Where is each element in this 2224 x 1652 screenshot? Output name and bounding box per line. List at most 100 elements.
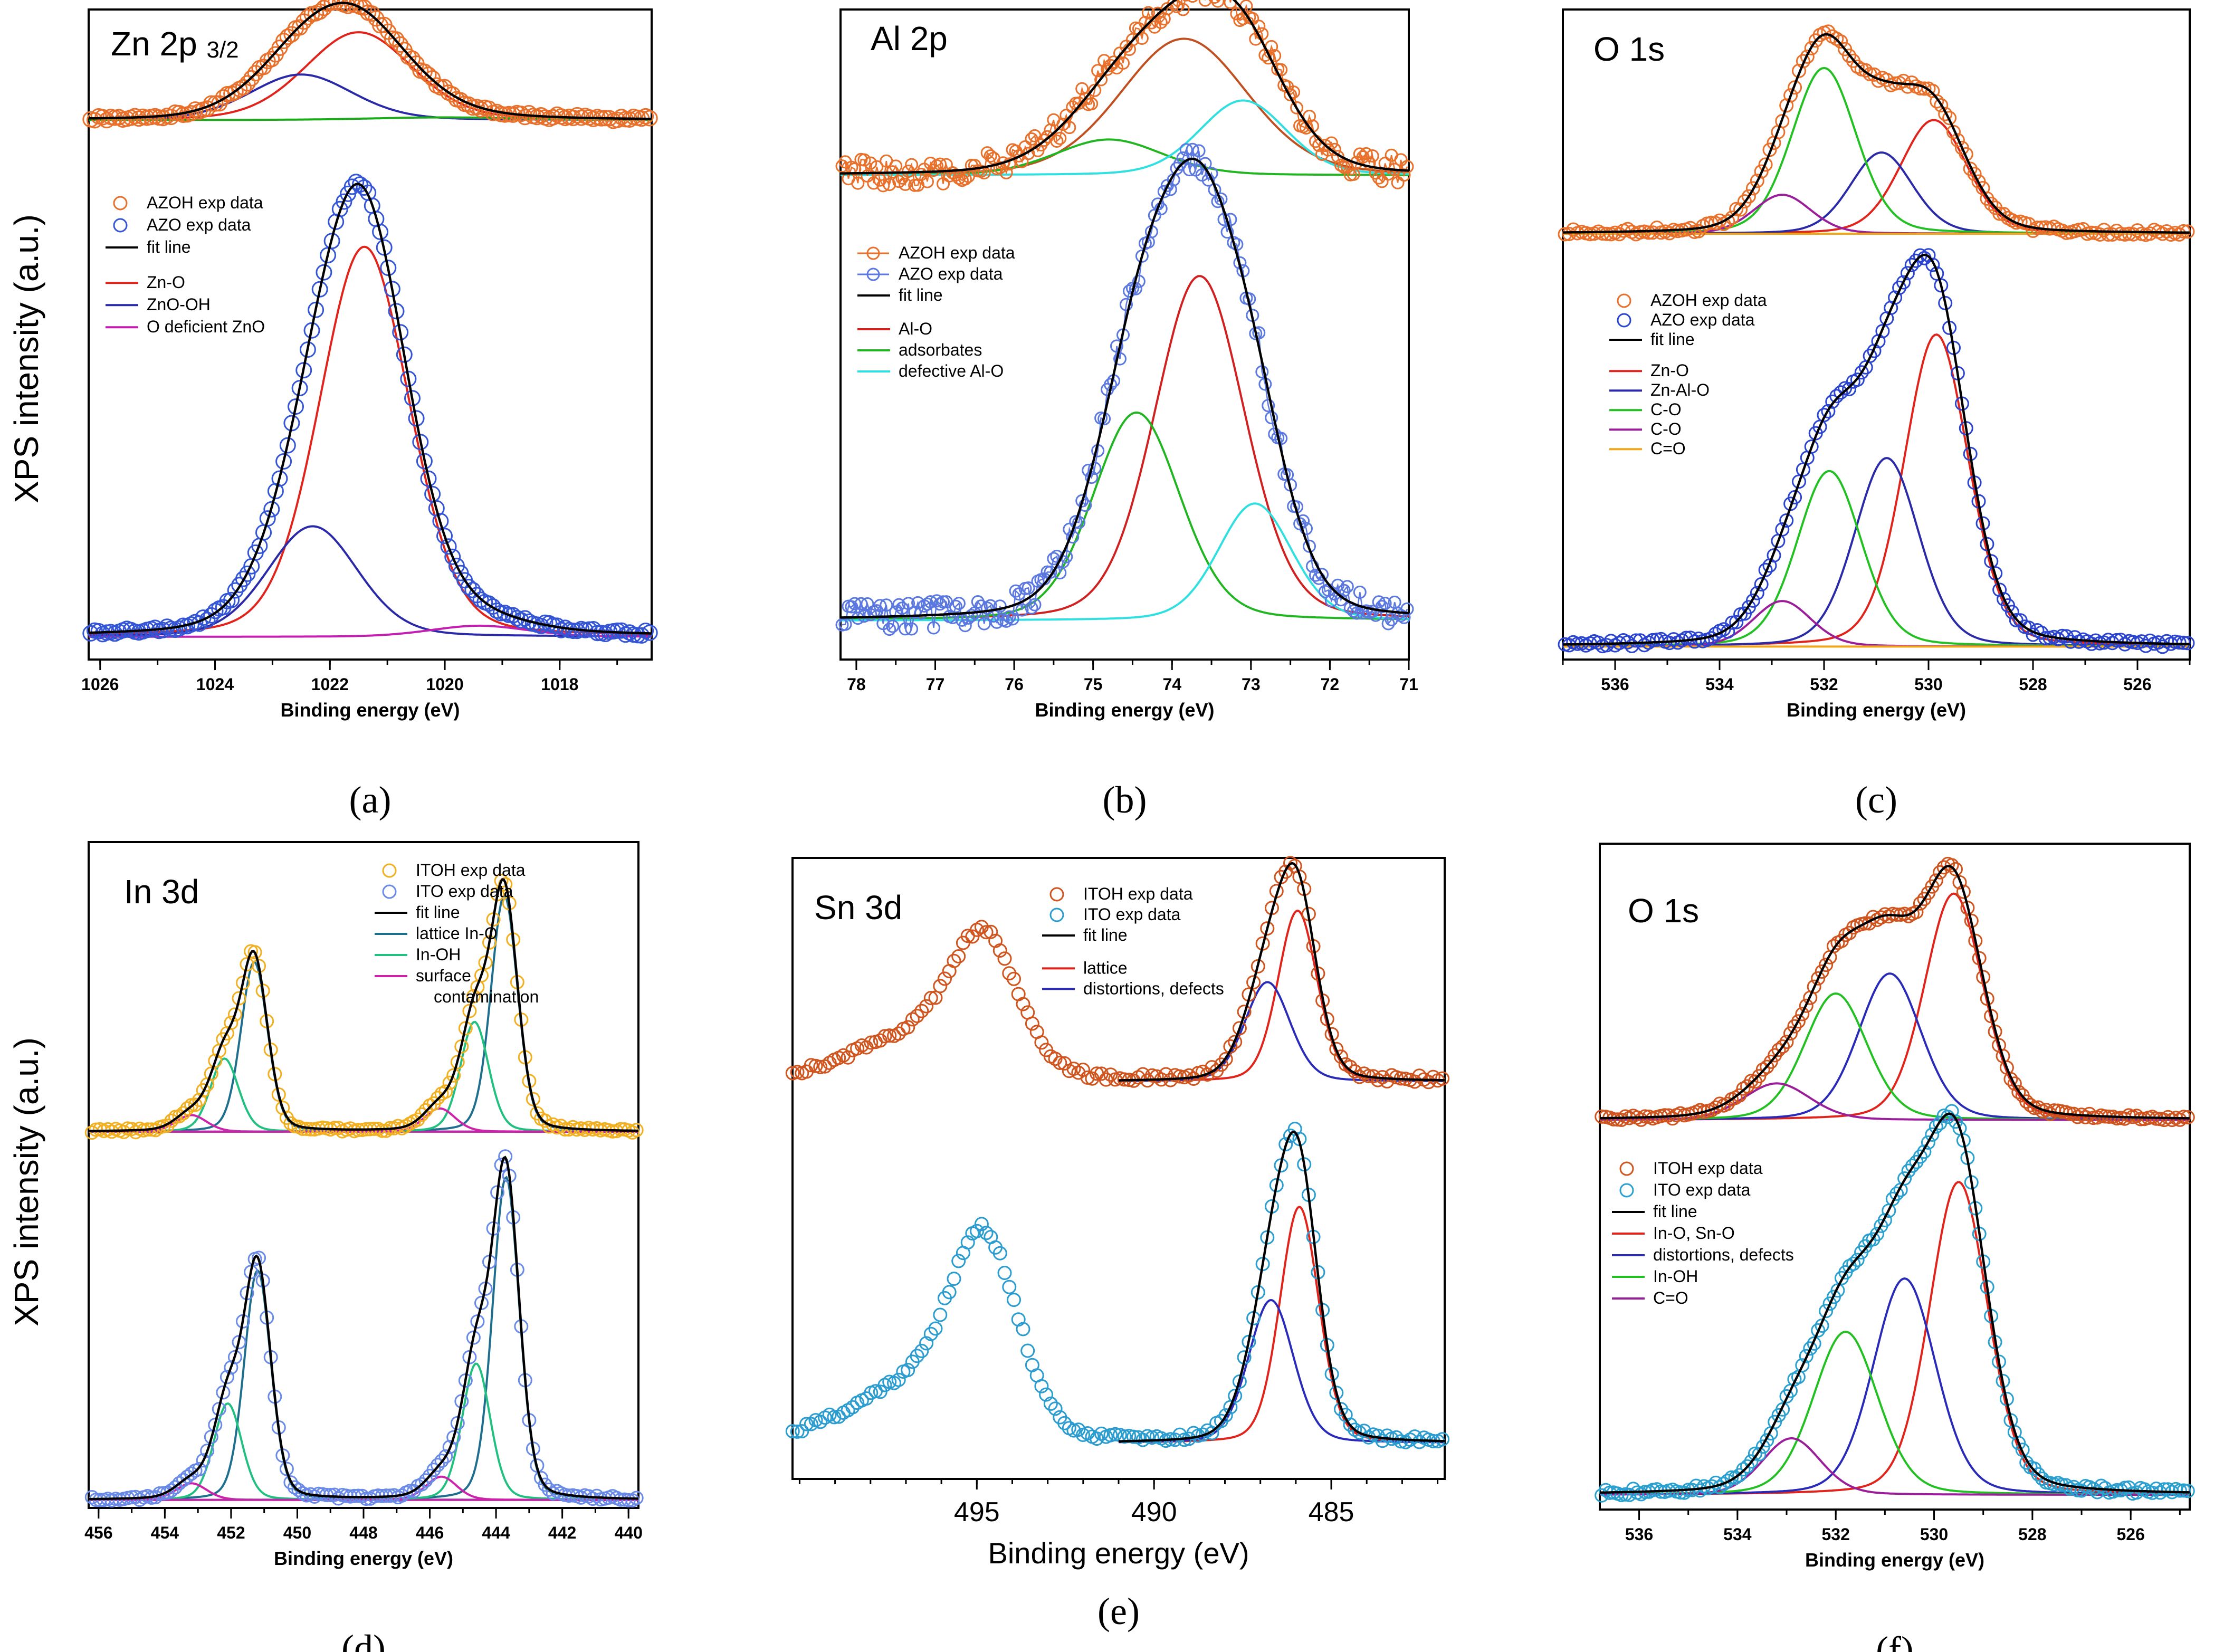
data-point [625,109,642,125]
data-point [1157,185,1171,198]
data-point [446,1430,461,1445]
data-point [420,66,437,83]
data-point [804,1417,818,1431]
stack-itoh [84,874,644,1140]
data-point [790,1424,805,1439]
data-point [861,169,874,183]
data-point [1745,181,1760,196]
data-point [914,1343,929,1358]
data-point [1012,587,1026,601]
x-tick-label: 532 [1810,675,1838,694]
data-point [227,582,244,599]
data-point [462,1004,477,1018]
data-point [114,111,131,128]
data-point [892,175,906,188]
data-point [1762,558,1777,573]
data-point [424,485,441,502]
data-point [1807,1336,1821,1351]
data-point [979,1226,994,1240]
x-tick-label: 1024 [196,675,234,694]
data-point [951,949,966,963]
data-point [244,944,259,959]
stack-azoh [82,0,658,129]
data-point [1145,1068,1159,1083]
data-point [1075,82,1089,96]
plot-frame [1599,843,2191,1511]
data-point [1223,1400,1238,1415]
legend: ITOH exp data ITO exp data fit line In-O, S… [1612,1159,1794,1307]
data-point [440,538,457,555]
data-point [1366,149,1379,163]
x-axis: 495 490 485 [798,1479,1439,1527]
data-point [1186,142,1199,156]
x-axis-label: Binding energy (eV) [1035,699,1214,721]
data-point [908,605,922,619]
x-tick-label: 75 [1084,675,1103,694]
plot-frame [839,8,1410,661]
legend-marker [866,246,880,260]
legend-label: surface [416,966,471,985]
data-point [288,398,304,415]
data-point [1159,1067,1173,1082]
legend-label: ITO exp data [416,882,513,901]
panel-title: Al 2p [871,20,948,58]
data-point [1834,385,1848,400]
legend-label: Zn-Al-O [1650,380,1710,399]
data-point [1113,352,1127,366]
fit-line [841,0,1409,175]
data-point [942,964,957,979]
x-tick-label: 1026 [81,675,119,694]
data-point [1303,110,1316,123]
data-point [243,558,260,575]
data-point [1025,1358,1039,1372]
legend-label: fit line [147,237,191,256]
data-point [192,1093,207,1107]
legend-label: O deficient ZnO [147,317,265,336]
data-point [1917,1144,1932,1159]
data-point [1340,580,1354,594]
data-point [1262,399,1275,413]
data-point [822,1056,837,1070]
data-point [848,597,862,610]
data-point [1963,161,1978,176]
data-point [416,453,433,470]
data-point [1874,1218,1888,1233]
fit-line [88,2,652,120]
data-point [899,622,912,636]
component-curve-2 [841,99,1409,176]
data-point [997,951,1012,966]
x-tick-label: 446 [416,1523,444,1542]
data-point [1744,1454,1759,1469]
data-point [1097,54,1111,68]
stack-ito [785,1122,1450,1449]
x-axis: 78 77 76 75 74 73 72 71 [847,660,1418,694]
data-point [1148,208,1161,222]
component-curve-1 [1563,457,2190,647]
data-point [396,42,413,59]
x-tick-label: 74 [1162,675,1181,694]
data-point [1799,998,1813,1013]
data-point [1800,49,1815,64]
data-point [1738,194,1752,209]
legend-marker [113,196,128,211]
data-point [1984,554,1999,569]
x-axis: 536 534 532 530 528 526 [1625,1510,2181,1544]
data-point [251,60,268,77]
data-point [464,581,481,598]
data-point [836,1406,851,1420]
data-point [1562,227,1577,241]
data-point [239,75,256,92]
legend-label: C=O [1650,439,1686,458]
data-point [1799,1349,1813,1363]
data-point [1278,1137,1293,1152]
data-point [1803,1341,1818,1356]
data-point [923,1326,938,1341]
data-point [988,933,1003,948]
legend-marker [1619,1161,1634,1176]
x-axis-label: Binding energy (eV) [280,699,460,721]
data-point [980,146,994,160]
data-point [617,626,634,643]
legend-label: lattice [1083,958,1128,977]
data-point [1822,950,1837,965]
data-point [1393,1434,1408,1449]
